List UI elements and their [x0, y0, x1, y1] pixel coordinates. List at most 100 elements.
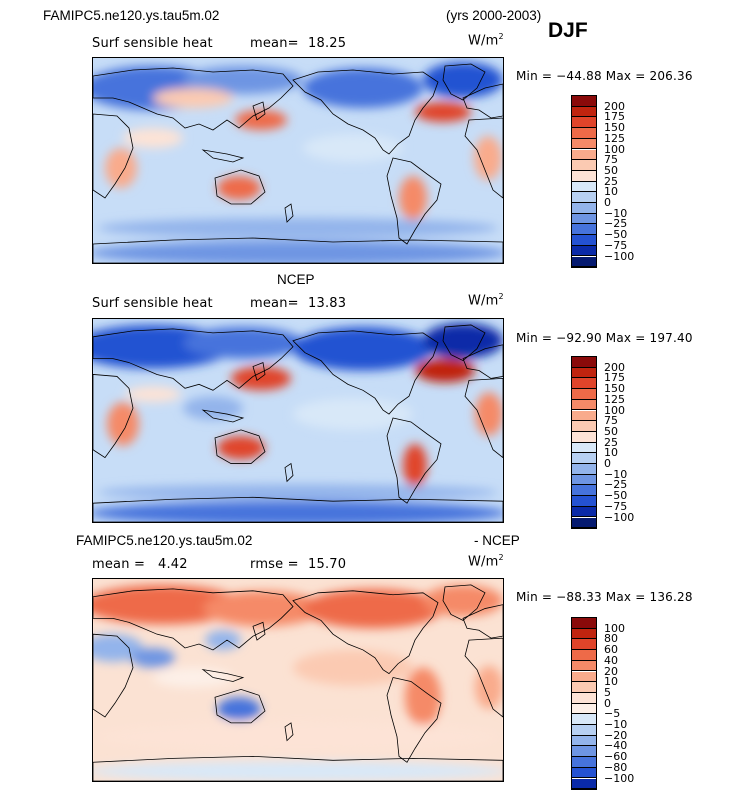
colorbar-tick-label: −75 [604, 499, 628, 513]
colorbar-tick-label: 50 [604, 424, 618, 438]
continent-outline [201, 149, 245, 163]
panel2-units: W/m2 [468, 292, 504, 309]
continent-outline [93, 113, 134, 199]
continent-outline [214, 429, 266, 464]
colorbar-swatch [572, 628, 596, 640]
field-region [303, 68, 423, 108]
colorbar-tick-label: 100 [604, 621, 625, 635]
field-region [123, 128, 183, 148]
colorbar-tick-label: −40 [604, 739, 628, 753]
colorbar-tick-label: 125 [604, 392, 625, 406]
continent-outline [284, 203, 294, 223]
colorbar-tick-label: −20 [604, 728, 628, 742]
panel1-map [92, 57, 504, 264]
field-region [475, 665, 503, 710]
field-region [93, 761, 503, 781]
colorbar-tick-label: −80 [604, 760, 628, 774]
field-region [303, 588, 443, 629]
colorbar-swatch [572, 714, 596, 725]
map-canvas [93, 319, 503, 522]
colorbar-swatch [572, 378, 596, 390]
colorbar-swatch [572, 106, 596, 118]
panel1-mean-value: 18.25 [308, 36, 347, 51]
field-region [205, 630, 241, 650]
colorbar-swatch [572, 485, 596, 497]
field-region [107, 402, 139, 446]
field-region [405, 667, 441, 727]
colorbar-swatch [572, 192, 596, 203]
continent-outline [93, 633, 134, 718]
colorbar-tick-label: −10 [604, 206, 628, 220]
model-title: FAMIPC5.ne120.ys.tau5m.02 [43, 8, 220, 23]
colorbar-tick-label: 0 [604, 457, 611, 470]
field-region [203, 590, 323, 627]
field-region [415, 358, 475, 383]
colorbar-tick-label: 200 [604, 99, 625, 113]
colorbar-swatch [572, 256, 596, 268]
continent-outline [292, 330, 439, 415]
field-region [217, 176, 261, 200]
continent-outline [93, 328, 294, 391]
colorbar-swatch [572, 235, 596, 246]
colorbar-tick-label: 100 [604, 142, 625, 156]
colorbar-tick-label: −50 [604, 489, 628, 503]
colorbar-tick-label: 20 [604, 664, 618, 678]
colorbar-tick-label: −25 [604, 217, 628, 231]
field-region [293, 649, 413, 686]
panel3-rmse-value: 15.70 [308, 557, 347, 572]
colorbar-tick-label: −50 [604, 228, 628, 242]
field-region [105, 148, 137, 188]
continent-outline [386, 157, 442, 245]
colorbar-swatch [572, 181, 596, 193]
colorbar-tick-label: 0 [604, 696, 611, 710]
colorbar-tick-label: 125 [604, 131, 625, 145]
continent-outline [93, 237, 503, 263]
colorbar-tick-label: 25 [604, 174, 618, 188]
field-region [183, 326, 303, 359]
continent-outline [93, 755, 503, 781]
colorbar-swatch [572, 117, 596, 129]
continent-outline [252, 362, 266, 382]
continent-outline [93, 496, 503, 522]
continent-outline [292, 590, 439, 675]
year-range: (yrs 2000-2003) [446, 8, 542, 23]
colorbar-swatch [572, 703, 596, 715]
field-region [474, 136, 502, 180]
field-region [98, 218, 498, 238]
colorbar-swatch [572, 474, 596, 486]
continent-outline [442, 324, 486, 362]
colorbar-tick-label: 50 [604, 163, 618, 177]
continent-outline [252, 621, 266, 641]
continent-outline [93, 588, 294, 651]
season-label: DJF [548, 19, 588, 42]
colorbar-tick-label: 150 [604, 382, 625, 396]
continent-outline [464, 117, 503, 199]
colorbar-swatch [572, 213, 596, 225]
panel2-mean-label: mean= [250, 296, 299, 311]
colorbar-swatch [572, 506, 596, 518]
colorbar-swatch [572, 367, 596, 379]
field-region [293, 398, 413, 430]
continent-outline [201, 409, 245, 423]
field-region [399, 176, 427, 220]
field-region [93, 584, 243, 625]
colorbar-tick-label: 100 [604, 403, 625, 417]
colorbar-tick-label: 175 [604, 371, 625, 385]
colorbar-swatch [572, 746, 596, 758]
panel3-title-right: - NCEP [474, 533, 520, 548]
colorbar-swatch [572, 170, 596, 182]
colorbar-swatch [572, 160, 596, 171]
field-region [93, 241, 503, 263]
colorbar-tick-label: 175 [604, 110, 625, 124]
continent-outline [462, 83, 503, 119]
colorbar-swatch [572, 650, 596, 661]
colorbar-swatch [572, 203, 596, 214]
colorbar-swatch [572, 660, 596, 672]
colorbar-swatch [572, 149, 596, 161]
colorbar-swatch [572, 682, 596, 693]
continent-outline [462, 344, 503, 379]
field-region [403, 443, 427, 488]
colorbar-swatch [572, 245, 596, 257]
colorbar-tick-label: 0 [604, 196, 611, 209]
field-region [217, 435, 265, 460]
